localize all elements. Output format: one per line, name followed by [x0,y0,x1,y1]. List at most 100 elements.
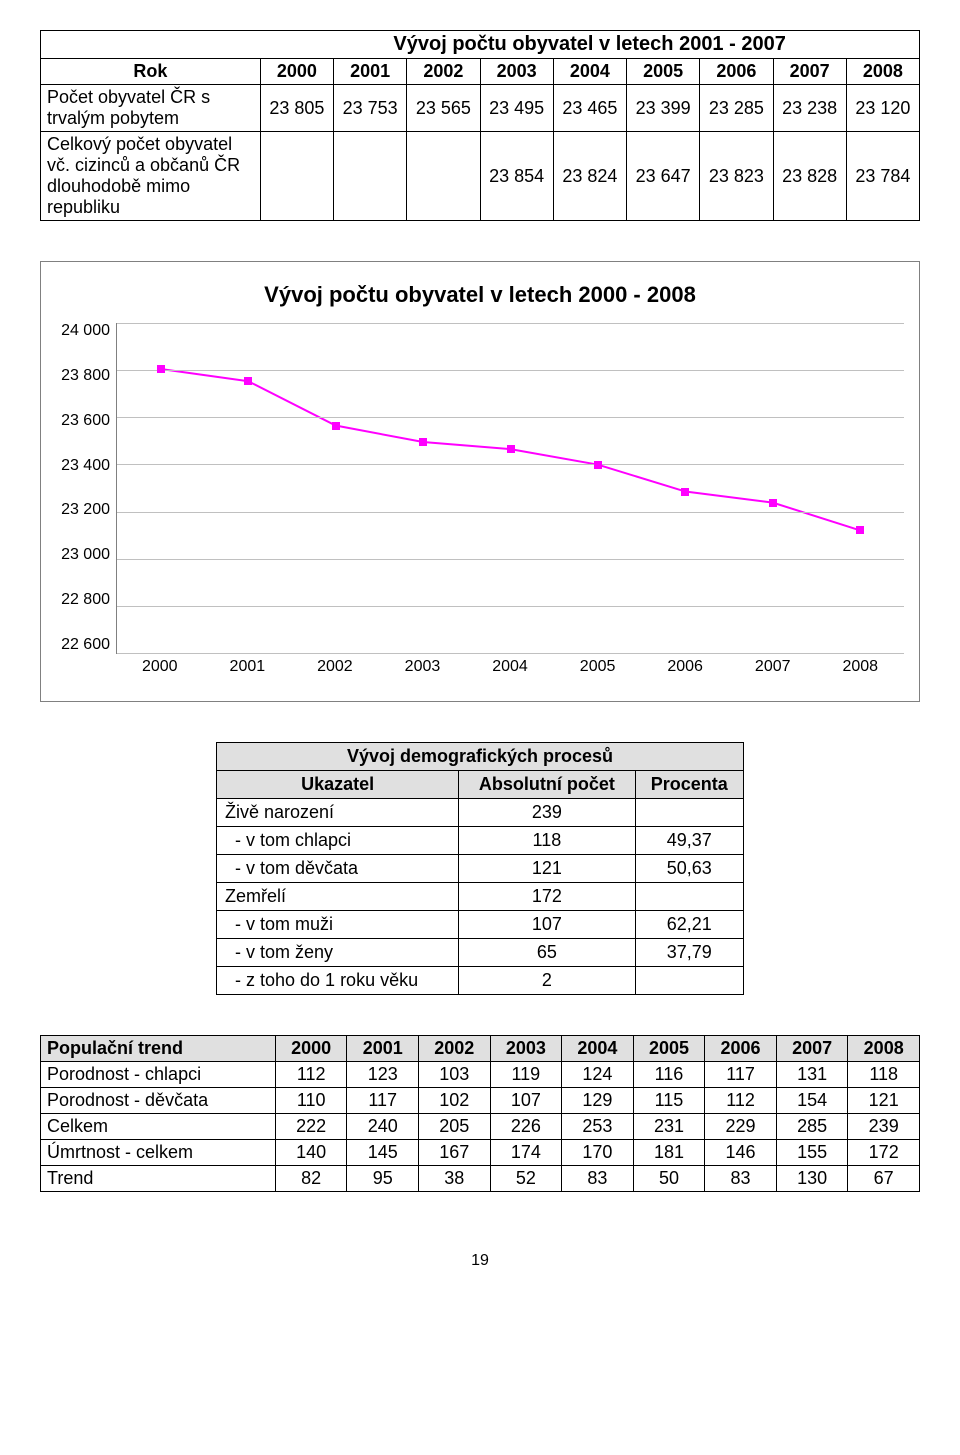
population-table: Vývoj počtu obyvatel v letech 2001 - 200… [40,30,920,221]
table-cell: 145 [347,1140,419,1166]
table-cell: 181 [633,1140,705,1166]
gridline [117,370,904,371]
table-cell: 172 [459,883,635,911]
table-cell: 239 [848,1114,920,1140]
table-cell: 146 [705,1140,777,1166]
y-tick-label: 23 000 [61,547,110,563]
table-cell: 226 [490,1114,562,1140]
y-tick-label: 22 800 [61,592,110,608]
table-header-row: Rok200020012002200320042005200620072008 [41,59,920,85]
table-row: Trend8295385283508313067 [41,1166,920,1192]
table-cell [334,132,407,221]
table-cell: 131 [776,1062,848,1088]
table-header-cell: 2000 [275,1036,347,1062]
table-cell: 23 285 [700,85,773,132]
table-header-cell: Populační trend [41,1036,276,1062]
table-cell: 52 [490,1166,562,1192]
chart-marker [769,499,777,507]
table-cell: 118 [459,827,635,855]
gridline [117,653,904,654]
y-axis-labels: 24 00023 80023 60023 40023 20023 00022 8… [56,323,116,653]
table-cell: 167 [419,1140,491,1166]
table-cell: 112 [275,1062,347,1088]
x-tick-label: 2008 [817,658,905,676]
y-tick-label: 23 200 [61,502,110,518]
table-cell: 124 [562,1062,634,1088]
table-header-cell: 2003 [480,59,553,85]
table-header-cell: 2004 [553,59,626,85]
table-cell: 23 238 [773,85,846,132]
table-cell: 253 [562,1114,634,1140]
table-row: - z toho do 1 roku věku2 [217,967,744,995]
table-cell: 123 [347,1062,419,1088]
table-cell: 23 784 [846,132,919,221]
gridline [117,323,904,324]
row-label: Počet obyvatel ČR s trvalým pobytem [41,85,261,132]
gridline [117,464,904,465]
chart-marker [681,488,689,496]
table-cell: 107 [490,1088,562,1114]
table-header-cell: Procenta [635,771,743,799]
table-row: Úmrtnost - celkem14014516717417018114615… [41,1140,920,1166]
table-cell: 50 [633,1166,705,1192]
x-tick-label: 2000 [116,658,204,676]
table-header-cell: 2004 [562,1036,634,1062]
table-cell: 121 [459,855,635,883]
table-cell: 50,63 [635,855,743,883]
table-cell: 23 647 [627,132,700,221]
table-cell: 23 495 [480,85,553,132]
row-label: - v tom ženy [217,939,459,967]
row-label: Porodnost - děvčata [41,1088,276,1114]
gridline [117,559,904,560]
table-cell: 23 824 [553,132,626,221]
chart-marker [244,377,252,385]
row-label: - z toho do 1 roku věku [217,967,459,995]
page-number: 19 [40,1252,920,1270]
table-cell: 116 [633,1062,705,1088]
table-header-cell: 2003 [490,1036,562,1062]
table-cell: 239 [459,799,635,827]
x-axis-labels: 200020012002200320042005200620072008 [116,658,904,676]
table-header-cell: 2007 [773,59,846,85]
table-cell: 2 [459,967,635,995]
demographic-table: Vývoj demografických procesů UkazatelAbs… [216,742,744,995]
table-cell: 174 [490,1140,562,1166]
row-label: Zemřelí [217,883,459,911]
table-cell: 112 [705,1088,777,1114]
table-header-cell: 2000 [260,59,333,85]
row-label: Trend [41,1166,276,1192]
table-cell: 129 [562,1088,634,1114]
table-header-row: Populační trend2000200120022003200420052… [41,1036,920,1062]
table-cell: 103 [419,1062,491,1088]
table-header-cell: 2005 [627,59,700,85]
table-header-cell: 2002 [419,1036,491,1062]
x-tick-label: 2001 [204,658,292,676]
table-cell: 154 [776,1088,848,1114]
table-cell: 240 [347,1114,419,1140]
row-label: Úmrtnost - celkem [41,1140,276,1166]
table-row: - v tom muži10762,21 [217,911,744,939]
table-cell: 110 [275,1088,347,1114]
table-header-cell: Absolutní počet [459,771,635,799]
y-tick-label: 22 600 [61,637,110,653]
table-cell: 38 [419,1166,491,1192]
table-cell: 118 [848,1062,920,1088]
table-cell [635,883,743,911]
table-cell: 117 [347,1088,419,1114]
table-cell: 23 753 [334,85,407,132]
table-cell: 49,37 [635,827,743,855]
table-cell: 107 [459,911,635,939]
table-cell: 119 [490,1062,562,1088]
table-cell: 222 [275,1114,347,1140]
table-cell: 95 [347,1166,419,1192]
table-cell: 205 [419,1114,491,1140]
table-row: Celkový počet obyvatel vč. cizinců a obč… [41,132,920,221]
y-tick-label: 23 800 [61,368,110,384]
table-cell: 172 [848,1140,920,1166]
table-cell: 23 565 [407,85,480,132]
table-cell: 155 [776,1140,848,1166]
table-cell: 102 [419,1088,491,1114]
table-cell: 229 [705,1114,777,1140]
chart-plot-area [116,323,904,654]
table-header-cell: 2008 [846,59,919,85]
